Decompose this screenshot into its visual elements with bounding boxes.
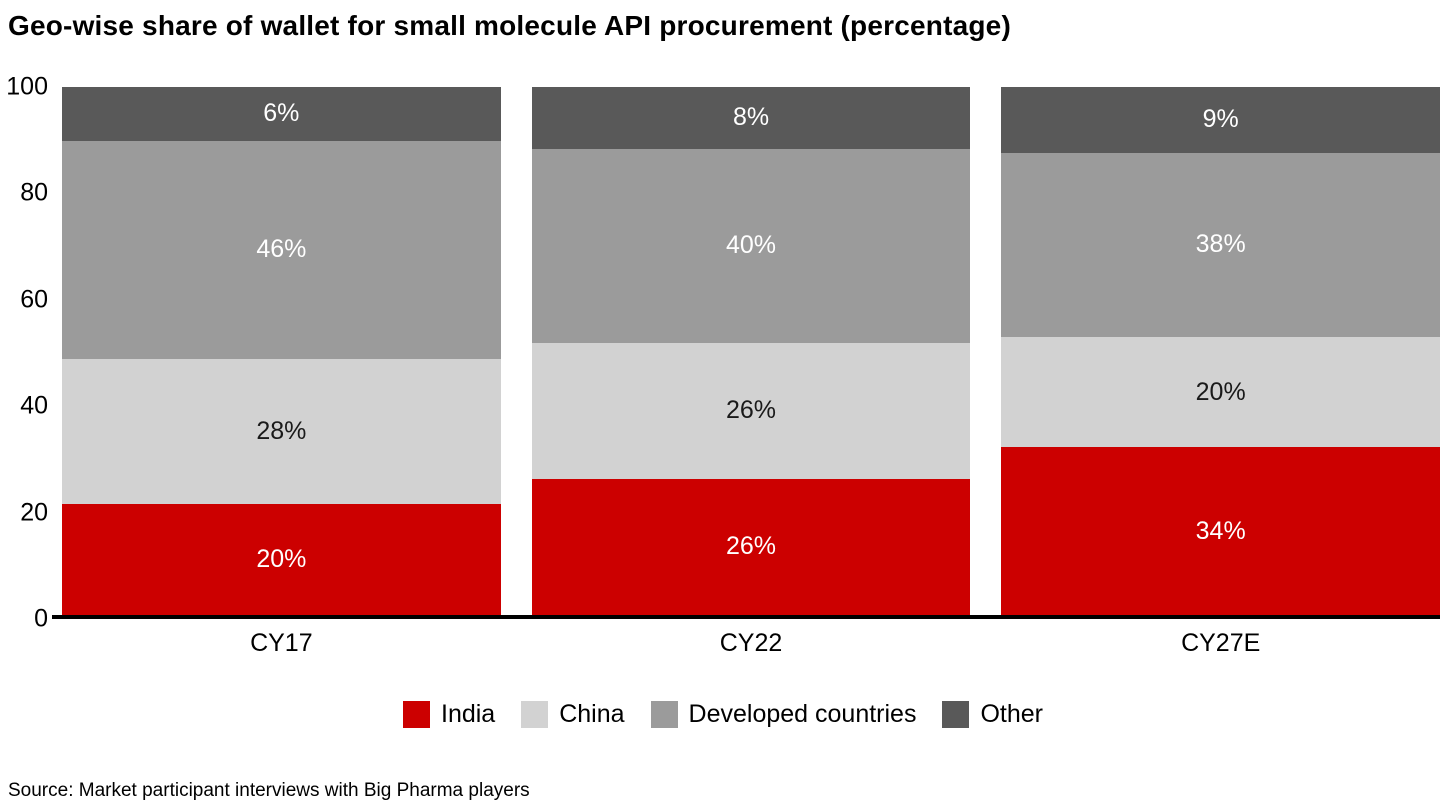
segment-developed-countries: 46%: [62, 140, 501, 360]
legend-item-other: Other: [942, 700, 1043, 729]
y-tick-60: 60: [20, 285, 48, 314]
segment-china: 20%: [1001, 336, 1440, 448]
x-axis: CY17 CY22 CY27E: [52, 629, 1440, 658]
stacked-bar-chart: 0 20 40 60 80 100 20% 28% 46% 6% 26% 26% 40% 8% 34% 20…: [6, 74, 1440, 729]
legend-item-india: India: [403, 700, 495, 729]
legend-swatch-india: [403, 701, 430, 728]
bar-cy17: 20% 28% 46% 6%: [62, 87, 501, 615]
segment-india: 26%: [531, 478, 971, 615]
legend-swatch-developed-countries: [650, 701, 678, 728]
x-label-cy22: CY22: [719, 629, 783, 657]
legend-label: India: [441, 700, 496, 728]
segment-other: 9%: [1001, 87, 1440, 153]
legend-label: Developed countries: [688, 700, 917, 728]
x-label-cy27e: CY27E: [1181, 629, 1261, 657]
y-tick-0: 0: [34, 604, 48, 633]
segment-india: 20%: [62, 503, 501, 615]
legend-swatch-china: [521, 701, 549, 728]
bar-cy27e: 34% 20% 38% 9%: [1001, 87, 1440, 615]
legend-item-developed-countries: Developed countries: [650, 700, 917, 729]
segment-other: 6%: [62, 87, 501, 141]
y-tick-80: 80: [20, 178, 48, 207]
segment-india: 34%: [1001, 447, 1440, 615]
chart-title: Geo-wise share of wallet for small molec…: [8, 10, 1011, 41]
segment-china: 28%: [62, 359, 501, 504]
plot-area: 20% 28% 46% 6% 26% 26% 40% 8% 34% 20% 38% 9%: [52, 87, 1440, 619]
x-label-cy17: CY17: [250, 629, 313, 657]
y-tick-100: 100: [6, 72, 48, 101]
segment-developed-countries: 40%: [531, 148, 971, 343]
legend-label: Other: [980, 700, 1043, 728]
bar-cy22: 26% 26% 40% 8%: [531, 87, 971, 615]
source-note: Source: Market participant interviews wi…: [8, 780, 530, 801]
y-axis: 0 20 40 60 80 100: [6, 74, 52, 631]
plot-row: 0 20 40 60 80 100 20% 28% 46% 6% 26% 26% 40% 8% 34% 20…: [6, 74, 1440, 631]
segment-other: 8%: [531, 87, 971, 149]
legend-swatch-other: [942, 701, 970, 728]
legend: India China Developed countries Other: [6, 700, 1440, 729]
legend-item-china: China: [521, 700, 625, 729]
y-tick-20: 20: [20, 498, 48, 527]
legend-label: China: [559, 700, 625, 728]
segment-china: 26%: [531, 342, 971, 479]
y-tick-40: 40: [20, 391, 48, 420]
segment-developed-countries: 38%: [1001, 152, 1440, 337]
